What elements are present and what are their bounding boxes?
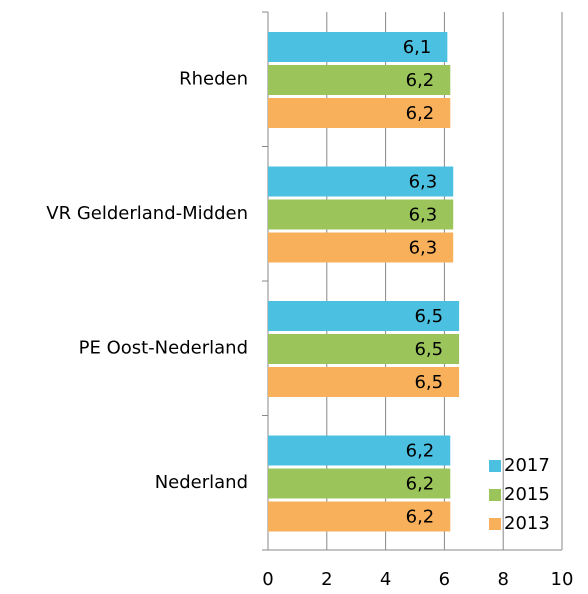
category-label: Rheden <box>179 68 248 89</box>
category-label: PE Oost-Nederland <box>79 337 248 358</box>
bar <box>268 435 451 466</box>
category-label: Nederland <box>155 472 248 493</box>
value-label: 6,5 <box>414 372 443 393</box>
bar <box>268 166 454 197</box>
category-label: VR Gelderland-Midden <box>46 203 248 224</box>
bar <box>268 334 460 364</box>
legend-swatch <box>489 460 501 472</box>
bar <box>268 232 454 263</box>
value-label: 6,2 <box>406 103 435 124</box>
bar <box>268 199 454 230</box>
x-tick-label: 8 <box>497 569 508 590</box>
value-label: 6,3 <box>409 172 438 193</box>
x-tick-label: 6 <box>439 569 450 590</box>
value-label: 6,1 <box>403 37 432 58</box>
bar <box>268 468 451 499</box>
bar <box>268 367 460 397</box>
value-label: 6,5 <box>414 306 443 327</box>
value-label: 6,5 <box>414 339 443 360</box>
x-tick-label: 2 <box>321 569 332 590</box>
bar <box>268 32 448 62</box>
legend-label: 2015 <box>504 484 550 505</box>
value-label: 6,2 <box>406 441 435 462</box>
value-label: 6,2 <box>406 474 435 495</box>
legend-swatch <box>489 518 501 530</box>
bar <box>268 65 451 95</box>
legend-swatch <box>489 489 501 501</box>
value-label: 6,2 <box>406 70 435 91</box>
x-tick-label: 0 <box>262 569 273 590</box>
bar <box>268 301 460 331</box>
value-label: 6,2 <box>406 507 435 528</box>
legend-label: 2013 <box>504 513 550 534</box>
x-tick-label: 10 <box>551 569 574 590</box>
x-tick-label: 4 <box>380 569 391 590</box>
value-label: 6,3 <box>409 238 438 259</box>
bar <box>268 98 451 128</box>
legend-label: 2017 <box>504 455 550 476</box>
value-label: 6,3 <box>409 205 438 226</box>
bar <box>268 501 451 532</box>
